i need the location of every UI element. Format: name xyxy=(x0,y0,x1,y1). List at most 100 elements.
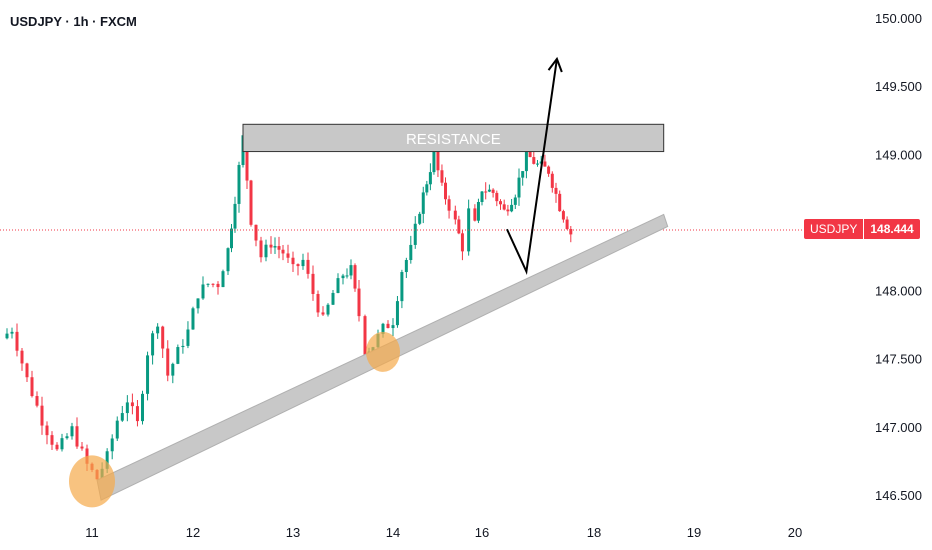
candle-down xyxy=(286,253,290,258)
candle-up xyxy=(206,283,210,285)
candle-down xyxy=(460,233,464,252)
candle-down xyxy=(316,293,320,313)
candle-down xyxy=(245,135,249,181)
resistance-label: RESISTANCE xyxy=(406,131,501,148)
candle-down xyxy=(547,166,551,174)
symbol-title[interactable]: USDJPY · 1h · FXCM xyxy=(10,14,137,29)
candle-down xyxy=(353,265,357,289)
candle-down xyxy=(296,264,300,267)
candle-up xyxy=(345,275,349,277)
projection-arrow xyxy=(506,58,558,275)
candle-up xyxy=(5,333,9,339)
candle-down xyxy=(216,283,220,288)
candle-up xyxy=(237,164,241,204)
price-tick-label: 150.000 xyxy=(875,11,922,26)
candle-up xyxy=(60,438,64,450)
candle-up xyxy=(413,223,417,245)
candle-down xyxy=(321,312,325,315)
candle-up xyxy=(513,197,517,205)
time-axis[interactable]: 11 12 13 14 16 18 19 20 xyxy=(85,525,802,540)
candle-up xyxy=(517,177,521,198)
candle-down xyxy=(550,173,554,188)
candle-up xyxy=(221,271,225,288)
candle-up xyxy=(264,244,268,258)
candle-down xyxy=(281,249,285,254)
candle-up xyxy=(10,331,14,334)
candle-down xyxy=(554,187,558,194)
candle-down xyxy=(211,283,215,285)
candle-down xyxy=(135,406,139,422)
time-tick-label: 14 xyxy=(386,525,400,540)
candle-down xyxy=(40,405,44,426)
candle-down xyxy=(357,288,361,317)
candle-up xyxy=(65,436,69,439)
candle-down xyxy=(495,192,499,202)
price-tick-label: 148.000 xyxy=(875,284,922,299)
candle-up xyxy=(341,275,345,279)
candle-down xyxy=(484,191,488,193)
candle-up xyxy=(536,163,539,165)
candle-up xyxy=(171,363,175,376)
candle-up xyxy=(418,213,422,224)
candle-down xyxy=(254,224,258,241)
candle-down xyxy=(25,363,29,378)
candle-up xyxy=(510,204,514,212)
candle-down xyxy=(561,211,565,220)
candle-down xyxy=(499,201,502,205)
candle-up xyxy=(480,191,484,202)
candle-down xyxy=(444,182,448,200)
price-tick-label: 149.500 xyxy=(875,79,922,94)
candle-up xyxy=(273,246,277,248)
time-tick-label: 20 xyxy=(788,525,802,540)
candle-down xyxy=(502,204,506,210)
trendline-touch-point xyxy=(366,331,400,372)
candle-up xyxy=(409,244,413,261)
candle-up xyxy=(186,329,190,346)
candle-down xyxy=(166,348,170,376)
candle-up xyxy=(336,278,340,293)
candle-up xyxy=(349,265,353,276)
candle-down xyxy=(532,157,536,164)
candle-down xyxy=(457,219,461,234)
candle-up xyxy=(125,402,129,414)
candle-down xyxy=(45,425,49,436)
price-tag-symbol: USDJPY xyxy=(804,219,864,239)
candle-up xyxy=(404,260,408,273)
candle-down xyxy=(259,240,263,258)
candle-up xyxy=(391,325,395,329)
candle-down xyxy=(35,396,39,406)
candle-up xyxy=(105,451,109,469)
candle-down xyxy=(80,446,84,449)
candle-up xyxy=(381,323,385,334)
candle-up xyxy=(110,438,114,452)
candle-up xyxy=(395,301,399,326)
candle-down xyxy=(30,377,34,397)
candle-down xyxy=(249,180,253,225)
candle-up xyxy=(191,308,195,330)
time-tick-label: 11 xyxy=(85,525,99,540)
candle-down xyxy=(15,331,19,351)
trendline-touch-point xyxy=(69,455,115,508)
candle-up xyxy=(400,272,404,302)
candle-down xyxy=(386,323,390,329)
price-axis[interactable]: 150.000 149.500 149.000 148.000 147.500 147.0… xyxy=(875,11,922,503)
candle-up xyxy=(428,172,432,185)
candle-down xyxy=(436,150,440,171)
candle-down xyxy=(20,350,24,364)
candle-down xyxy=(440,170,444,183)
candle-up xyxy=(301,259,305,267)
price-tick-label: 147.500 xyxy=(875,352,922,367)
candle-down xyxy=(55,444,59,450)
candle-down xyxy=(565,219,569,229)
candle-down xyxy=(491,189,495,193)
candle-up xyxy=(425,184,429,193)
price-tick-label: 149.000 xyxy=(875,147,922,162)
candle-up xyxy=(521,171,525,178)
time-tick-label: 19 xyxy=(687,525,701,540)
candle-up xyxy=(181,345,185,348)
candle-up xyxy=(141,393,144,422)
candle-down xyxy=(269,244,273,248)
candle-up xyxy=(146,355,150,394)
candle-up xyxy=(120,413,124,421)
